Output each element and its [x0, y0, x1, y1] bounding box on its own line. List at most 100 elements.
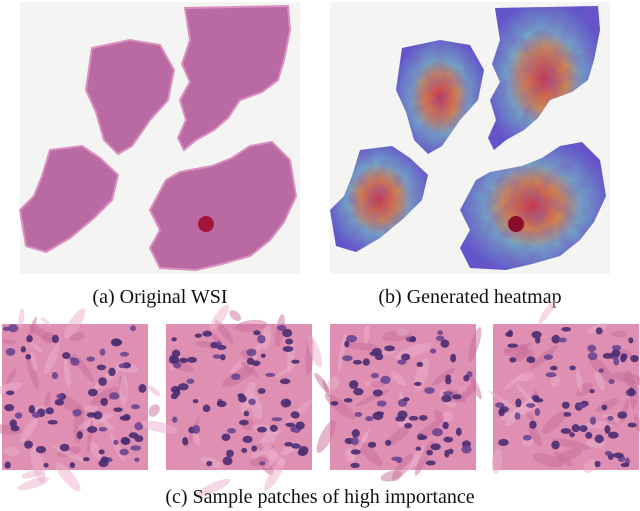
nucleus: [186, 356, 197, 363]
nucleus: [571, 424, 580, 433]
nucleus: [59, 443, 70, 452]
vessel: [198, 216, 214, 232]
nucleus: [238, 419, 249, 426]
stroma: [433, 410, 445, 422]
nucleus: [221, 433, 231, 441]
stroma: [316, 420, 336, 453]
nucleus: [10, 425, 20, 432]
nucleus: [98, 426, 108, 432]
stroma: [307, 335, 323, 368]
nucleus: [450, 353, 457, 363]
nucleus: [451, 394, 462, 400]
nucleus: [179, 357, 189, 364]
nucleus: [507, 343, 519, 348]
nucleus: [534, 398, 544, 403]
stroma: [30, 445, 46, 484]
nucleus: [222, 456, 233, 466]
nucleus: [248, 398, 256, 406]
nucleus: [297, 449, 308, 456]
nucleus: [210, 341, 218, 349]
patch: [0, 308, 148, 492]
nucleus: [577, 403, 587, 409]
nucleus: [280, 398, 292, 408]
nucleus: [526, 356, 536, 364]
stroma: [611, 372, 640, 386]
nucleus: [282, 328, 293, 338]
nucleus: [620, 353, 628, 361]
nucleus: [563, 411, 572, 417]
stroma: [119, 374, 129, 406]
nucleus: [598, 368, 605, 373]
nucleus: [171, 337, 177, 342]
nucleus: [171, 349, 181, 358]
nucleus: [330, 401, 339, 406]
patch: [140, 304, 314, 498]
stroma: [43, 343, 60, 375]
patch: [488, 299, 640, 474]
stroma: [140, 420, 178, 434]
stroma: [261, 325, 272, 350]
caption: (b) Generated heatmap: [378, 286, 561, 308]
nucleus: [551, 440, 560, 450]
nucleus: [404, 422, 413, 429]
nucleus: [109, 392, 120, 400]
nucleus: [172, 387, 181, 397]
stroma: [440, 411, 455, 422]
nucleus: [113, 439, 119, 445]
nucleus: [86, 412, 97, 418]
nucleus: [202, 404, 211, 413]
nucleus: [447, 448, 454, 455]
stroma: [29, 341, 43, 353]
nucleus: [351, 429, 360, 438]
nucleus: [243, 410, 250, 417]
nucleus: [437, 330, 443, 336]
nucleus: [589, 389, 595, 394]
nucleus: [424, 387, 435, 394]
nucleus: [505, 331, 513, 337]
nucleus: [192, 399, 199, 404]
nucleus: [426, 449, 434, 456]
nucleus: [380, 375, 391, 384]
stroma: [240, 381, 256, 414]
stroma: [611, 330, 627, 338]
nucleus: [87, 388, 98, 397]
nucleus: [122, 436, 129, 444]
nucleus: [349, 380, 359, 390]
nucleus: [35, 445, 47, 454]
nucleus: [290, 425, 296, 433]
nucleus: [372, 389, 383, 397]
stroma: [64, 308, 86, 339]
stroma: [275, 363, 298, 378]
nucleus: [265, 372, 276, 377]
heatmap: [330, 2, 610, 274]
stroma: [528, 425, 543, 446]
stroma: [55, 462, 81, 492]
stroma: [596, 398, 619, 413]
nucleus: [118, 363, 126, 369]
nucleus: [589, 416, 597, 425]
nucleus: [182, 437, 189, 446]
nucleus: [579, 425, 588, 432]
nucleus: [246, 348, 257, 357]
nucleus: [495, 402, 505, 408]
stroma: [20, 417, 38, 443]
stroma: [345, 342, 381, 351]
nucleus: [291, 443, 301, 449]
nucleus: [440, 339, 450, 348]
nucleus: [529, 420, 537, 429]
nucleus: [276, 325, 287, 332]
nucleus: [134, 422, 144, 431]
stroma: [3, 446, 20, 456]
nucleus: [130, 325, 136, 332]
nucleus: [99, 348, 106, 356]
nucleus: [51, 334, 59, 344]
nucleus: [408, 415, 419, 421]
patches: [0, 299, 640, 498]
nucleus: [353, 387, 364, 396]
nucleus: [119, 448, 129, 456]
nucleus: [212, 354, 222, 359]
stroma: [30, 352, 38, 372]
nucleus: [630, 355, 639, 363]
stroma: [262, 448, 287, 466]
nucleus: [545, 372, 557, 378]
